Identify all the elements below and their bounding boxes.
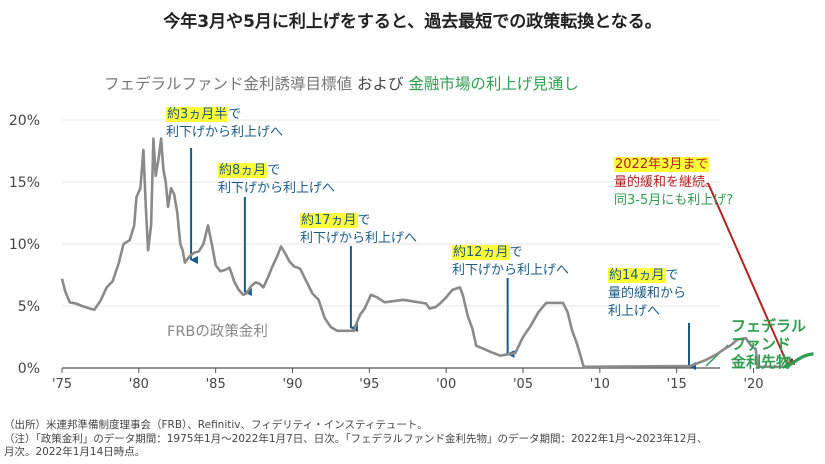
- page-headline: 今年3月や5月に利上げをすると、過去最短での政策転換となる。: [163, 12, 662, 32]
- x-tick-label: '85: [206, 377, 226, 392]
- red-annotation-line3: 同3-5月にも利上げ?: [614, 193, 734, 208]
- x-tick-label: '10: [590, 377, 610, 392]
- annotation-2: 約8ヵ月で 利下げから利上げへ: [218, 162, 335, 198]
- annotation-arrow-red: [707, 182, 796, 365]
- y-tick-label: 15%: [9, 175, 40, 191]
- y-tick-label: 20%: [9, 113, 40, 129]
- source-note: （出所）米連邦準備制度理事会（FRB）、Refinitiv、フィデリティ・インス…: [4, 419, 428, 431]
- futures-line: [783, 352, 814, 369]
- annotation-5-highlight: 約14ヵ月: [608, 268, 666, 283]
- annotation-1-line2: 利下げから利上げへ: [166, 125, 284, 140]
- futures-label-line1: フェデラル: [731, 317, 807, 335]
- chart-title-and: および: [356, 75, 404, 93]
- data-period-note: （注）「政策金利」のデータ期間：1975年1月～2022年1月7日、日次。「フェ…: [4, 432, 708, 445]
- annotation-2-highlight: 約8ヵ月: [218, 163, 268, 178]
- red-annotation-line2: 量的緩和を継続。: [614, 175, 719, 190]
- chart-title: フェデラルファンド金利誘導目標値 および 金融市場の利上げ見通し: [104, 72, 579, 94]
- annotation-4-suffix: で: [509, 245, 523, 260]
- annotation-1-suffix: で: [228, 107, 242, 122]
- chart-title-main: フェデラルファンド金利誘導目標値: [104, 75, 353, 93]
- x-tick-label: '90: [282, 377, 302, 392]
- annotation-5-line3: 利上げへ: [608, 304, 661, 319]
- red-annotation: 2022年3月まで 量的緩和を継続。 同3-5月にも利上げ?: [614, 156, 733, 210]
- annotation-4-highlight: 約12ヵ月: [452, 245, 510, 260]
- y-tick-labels: 0% 5% 10% 15% 20%: [9, 113, 40, 377]
- annotation-4: 約12ヵ月で 利下げから利上げへ: [452, 244, 569, 280]
- annotation-5-suffix: で: [665, 268, 679, 283]
- x-tick-label: '00: [436, 377, 456, 392]
- annotation-1-highlight: 約3ヵ月半: [166, 107, 229, 122]
- policy-rate-label: FRBの政策金利: [167, 324, 268, 340]
- annotation-1: 約3ヵ月半で 利下げから利上げへ: [166, 106, 283, 142]
- footnotes: （出所）米連邦準備制度理事会（FRB）、Refinitiv、フィデリティ・インス…: [4, 419, 816, 460]
- y-tick-label: 10%: [9, 237, 40, 253]
- annotation-arrows: [190, 148, 796, 370]
- x-tick-label: '75: [52, 377, 72, 392]
- x-tick-label: '20: [743, 377, 763, 392]
- data-period-note-cont: 月次。2022年1月14日時点。: [4, 446, 146, 458]
- annotation-5: 約14ヵ月で 量的緩和から 利上げへ: [608, 267, 686, 321]
- y-tick-label: 5%: [18, 299, 40, 315]
- red-annotation-line1: 2022年3月まで: [614, 157, 710, 172]
- annotation-2-suffix: で: [267, 163, 281, 178]
- annotation-3-line2: 利下げから利上げへ: [300, 231, 418, 246]
- x-tick-label: '80: [129, 377, 149, 392]
- annotation-2-line2: 利下げから利上げへ: [218, 181, 336, 196]
- x-tick-label: '15: [667, 377, 687, 392]
- annotation-4-line2: 利下げから利上げへ: [452, 263, 570, 278]
- futures-label-line2: ファンド: [731, 335, 792, 353]
- annotation-5-line2: 量的緩和から: [608, 286, 687, 301]
- y-tick-label: 0%: [18, 361, 40, 377]
- policy-rate-line: [60, 137, 785, 369]
- annotation-3-suffix: で: [357, 213, 371, 228]
- annotation-3: 約17ヵ月で 利下げから利上げへ: [300, 212, 417, 248]
- series-lines: [60, 137, 814, 369]
- annotation-3-highlight: 約17ヵ月: [300, 213, 358, 228]
- x-tick-labels: '75 '80 '85 '90 '95 '00 '05 '10 '15 '20: [52, 368, 764, 392]
- chart-title-outlook: 金融市場の利上げ見通し: [408, 75, 579, 93]
- futures-label: フェデラル ファンド 金利先物: [731, 317, 806, 371]
- futures-label-line3: 金利先物: [731, 353, 792, 371]
- x-tick-label: '05: [513, 377, 533, 392]
- x-tick-label: '95: [359, 377, 379, 392]
